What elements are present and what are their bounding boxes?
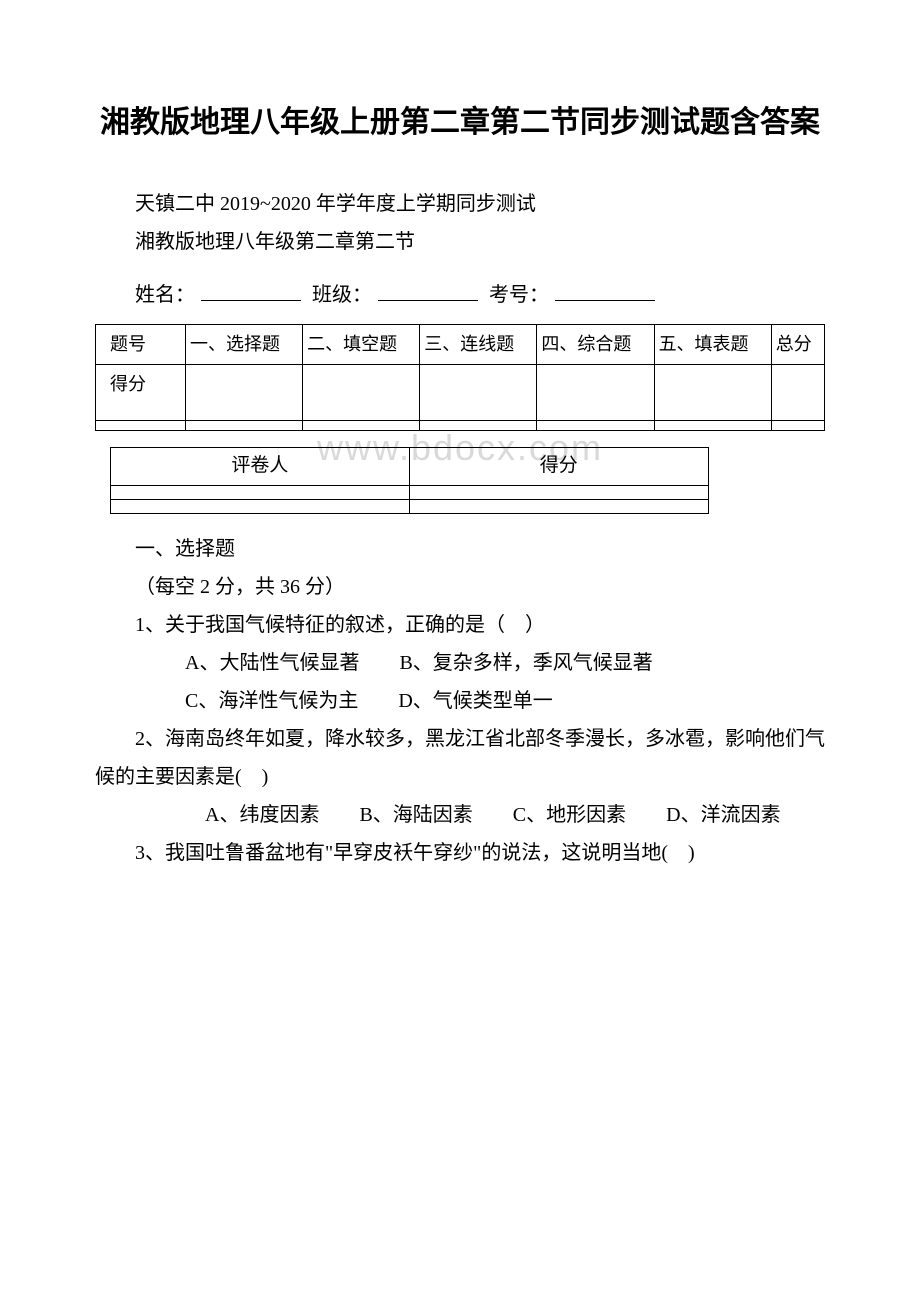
score-header-cell: 三、连线题 [420,325,537,365]
score-table: 题号 一、选择题 二、填空题 三、连线题 四、综合题 五、填表题 总分 得分 [95,324,825,431]
table-row [111,485,709,499]
grader-cell[interactable] [111,485,410,499]
question-3-stem: 3、我国吐鲁番盆地有"早穿皮袄午穿纱"的说法，这说明当地( ) [95,834,825,872]
score-row-label: 得分 [96,365,186,421]
grader-table: 评卷人 得分 [110,447,709,514]
name-label: 姓名： [135,284,195,306]
subject-line: 湘教版地理八年级第二章第二节 [95,223,825,261]
score-cell [303,421,420,431]
score-cell [654,421,771,431]
question-1-stem: 1、关于我国气候特征的叙述，正确的是（ ） [95,606,825,644]
question-2-text: 2、海南岛终年如夏，降水较多，黑龙江省北部冬季漫长，多冰雹，影响他们气候的主要因… [95,728,825,788]
score-header-cell: 二、填空题 [303,325,420,365]
score-header-cell: 总分 [771,325,824,365]
score-header-cell: 五、填表题 [654,325,771,365]
score-cell[interactable] [420,365,537,421]
question-1-options-line1: A、大陆性气候显著 B、复杂多样，季风气候显著 [95,644,825,682]
score-cell[interactable] [409,485,708,499]
table-row: 得分 [96,365,825,421]
class-blank[interactable] [378,300,478,301]
score-cell[interactable] [654,365,771,421]
score-cell[interactable] [186,365,303,421]
examno-label: 考号： [489,284,549,306]
school-line: 天镇二中 2019~2020 年学年度上学期同步测试 [95,185,825,223]
subtitle-block: 天镇二中 2019~2020 年学年度上学期同步测试 湘教版地理八年级第二章第二… [95,185,825,261]
grader-cell [111,499,410,513]
question-2-stem: 2、海南岛终年如夏，降水较多，黑龙江省北部冬季漫长，多冰雹，影响他们气候的主要因… [95,720,825,796]
student-info-line: 姓名： 班级： 考号： [95,276,825,314]
score-cell[interactable] [303,365,420,421]
document-title: 湘教版地理八年级上册第二章第二节同步测试题含答案 [95,100,825,145]
score-cell [186,421,303,431]
examno-blank[interactable] [555,300,655,301]
score-cell [409,499,708,513]
section-1-note: （每空 2 分，共 36 分） [95,568,825,606]
score-header-cell: 四、综合题 [537,325,654,365]
score-header-cell: 一、选择题 [186,325,303,365]
class-label: 班级： [312,284,372,306]
score-cell[interactable] [537,365,654,421]
score-header-cell: 题号 [96,325,186,365]
score-cell [420,421,537,431]
score-cell [537,421,654,431]
score-header: 得分 [409,448,708,486]
table-row [111,499,709,513]
score-cell [771,421,824,431]
question-2-options: A、纬度因素 B、海陆因素 C、地形因素 D、洋流因素 [95,796,825,834]
question-1-options-line2: C、海洋性气候为主 D、气候类型单一 [95,682,825,720]
section-1-header: 一、选择题 [95,530,825,568]
grader-header: 评卷人 [111,448,410,486]
score-cell [96,421,186,431]
score-cell[interactable] [771,365,824,421]
name-blank[interactable] [201,300,301,301]
table-row: 评卷人 得分 [111,448,709,486]
table-row: 题号 一、选择题 二、填空题 三、连线题 四、综合题 五、填表题 总分 [96,325,825,365]
table-row [96,421,825,431]
